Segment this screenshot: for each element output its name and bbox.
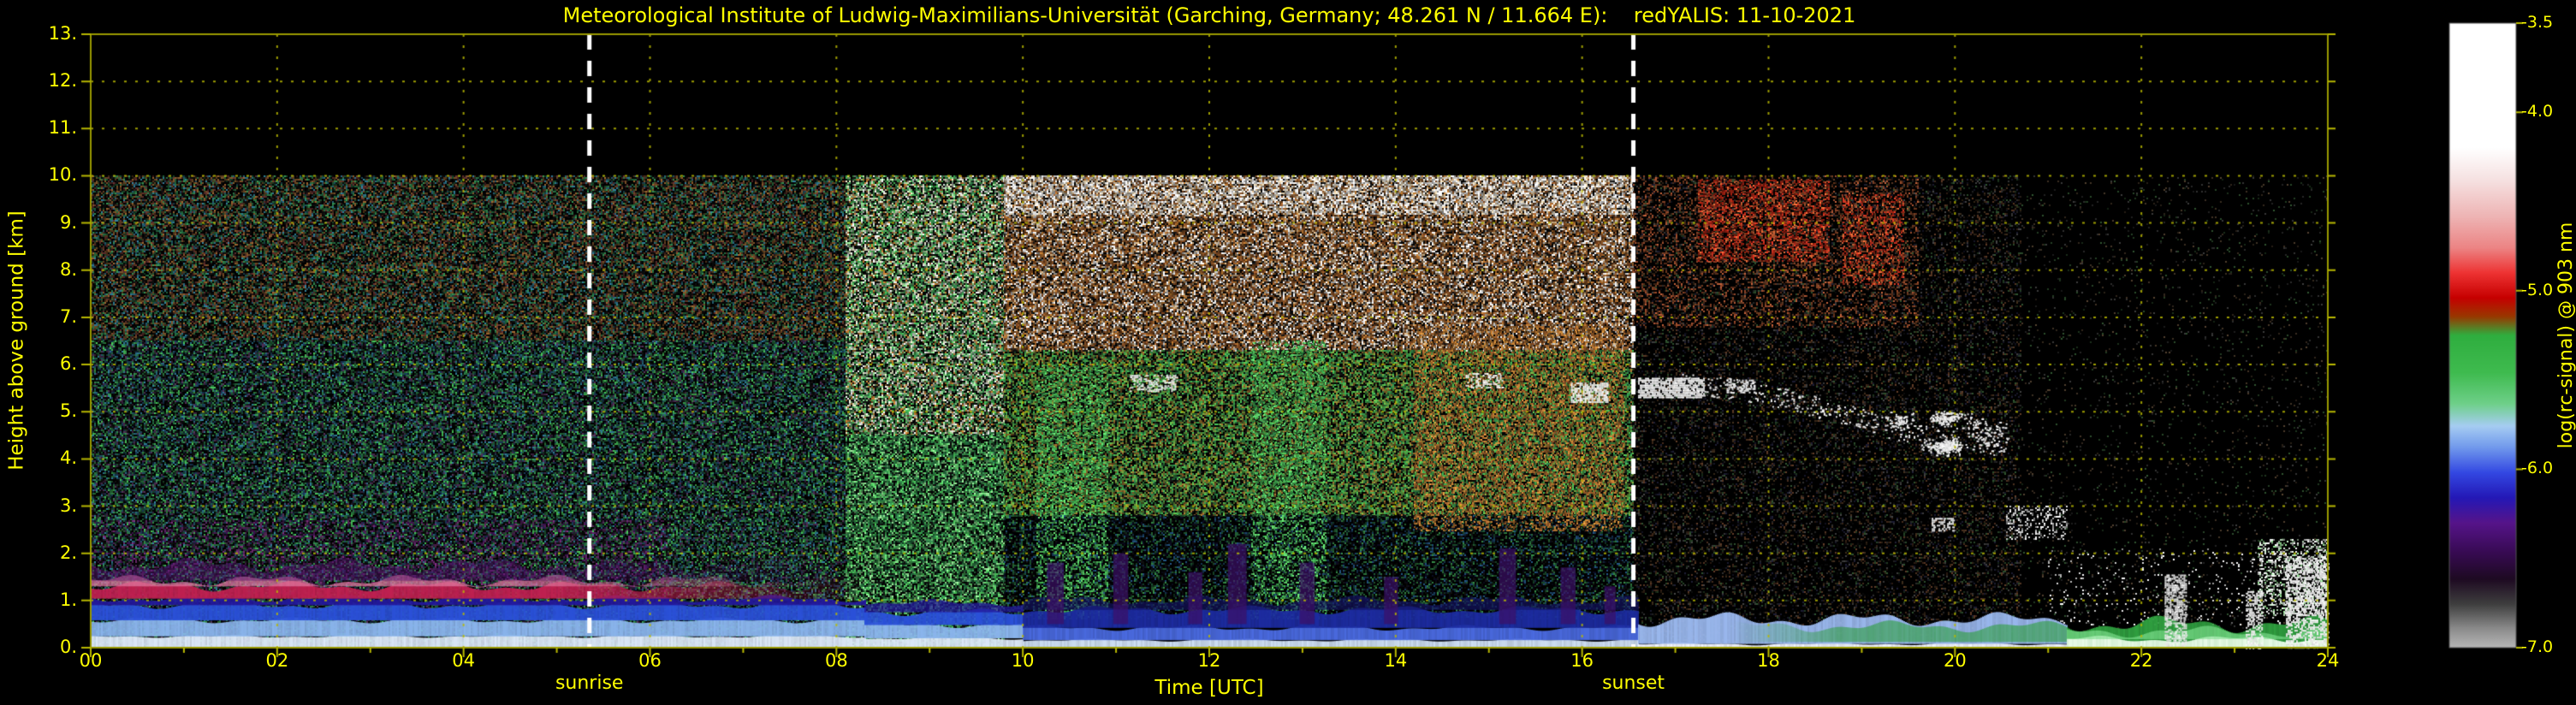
y-tick-label: 1. [59, 589, 77, 610]
x-tick-label: 04 [452, 650, 476, 671]
x-tick-label: 18 [1757, 650, 1780, 671]
colorbar-label: log(rc-signal) @ 903 nm [2555, 222, 2576, 449]
y-tick-label: 11. [48, 117, 77, 139]
y-axis-label: Height above ground [km] [5, 210, 28, 471]
y-tick-label: 3. [59, 495, 77, 516]
y-tick-label: 6. [59, 353, 77, 375]
x-tick-label: 12 [1197, 650, 1221, 671]
x-tick-label: 10 [1011, 650, 1035, 671]
y-tick-label: 12. [48, 70, 77, 92]
y-tick-label: 0. [59, 637, 77, 657]
colorbar-tick-label: -6.0 [2521, 459, 2554, 478]
x-tick-label: 24 [2316, 650, 2340, 671]
y-tick-label: 5. [59, 400, 77, 422]
colorbar-tick-label: -5.0 [2521, 280, 2554, 299]
x-tick-label: 00 [79, 650, 103, 671]
sunrise-annotation: sunrise [555, 672, 624, 694]
y-tick-label: 9. [59, 211, 77, 233]
x-tick-label: 22 [2129, 650, 2153, 671]
page-title: Meteorological Institute of Ludwig-Maxim… [562, 3, 1856, 27]
x-tick-label: 14 [1384, 650, 1408, 671]
y-tick-label: 10. [48, 164, 77, 186]
x-tick-label: 20 [1943, 650, 1967, 671]
x-tick-label: 02 [265, 650, 289, 671]
sunset-annotation: sunset [1602, 672, 1665, 694]
y-tick-label: 13. [48, 23, 77, 44]
x-axis-label: Time [UTC] [1154, 677, 1264, 699]
x-tick-label: 08 [824, 650, 848, 671]
colorbar-tick-label: -7.0 [2521, 637, 2554, 656]
y-tick-label: 4. [59, 447, 77, 469]
y-tick-label: 8. [59, 258, 77, 280]
y-tick-label: 7. [59, 305, 77, 327]
colorbar-tick-label: -4.0 [2521, 102, 2554, 121]
x-tick-label: 16 [1570, 650, 1594, 671]
y-tick-label: 2. [59, 542, 77, 563]
x-tick-label: 06 [638, 650, 662, 671]
colorbar-tick-label: -3.5 [2521, 13, 2554, 32]
